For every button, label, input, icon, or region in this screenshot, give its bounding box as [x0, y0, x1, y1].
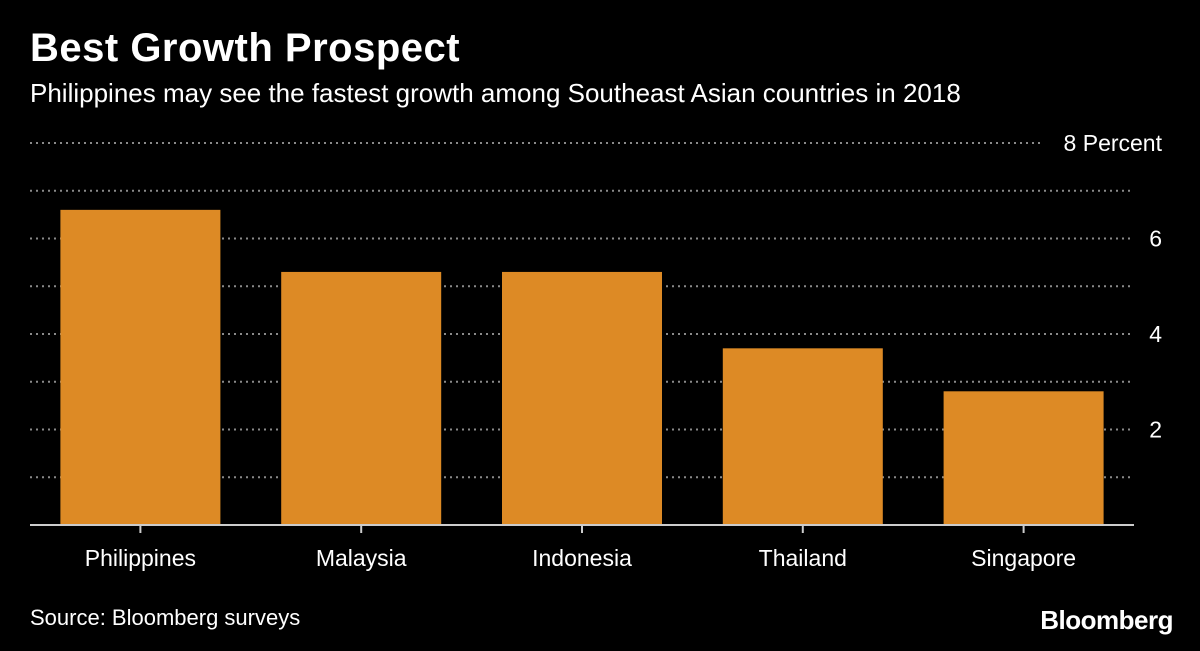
bar-indonesia — [502, 271, 662, 525]
x-tick-label: Malaysia — [316, 545, 407, 571]
y-tick-label: 6 — [1149, 226, 1162, 252]
chart-title: Best Growth Prospect — [30, 26, 461, 70]
y-tick-label: 8 Percent — [1064, 130, 1163, 156]
source-note: Source: Bloomberg surveys — [30, 605, 301, 630]
x-tick-label: Singapore — [971, 545, 1076, 571]
x-axis-tick-labels: Philippines Malaysia Indonesia Thailand Sing… — [85, 545, 1076, 571]
chart-subtitle: Philippines may see the fastest growth a… — [30, 78, 961, 108]
bar-thailand — [722, 348, 883, 525]
x-tick-label: Indonesia — [532, 545, 632, 571]
y-tick-label: 4 — [1149, 321, 1162, 347]
y-tick-label: 2 — [1149, 417, 1162, 443]
bar-malaysia — [281, 271, 442, 525]
x-axis — [30, 524, 1134, 533]
bloomberg-logo: Bloomberg — [1040, 605, 1173, 635]
bars — [60, 209, 1104, 525]
bar-singapore — [943, 391, 1104, 525]
bar-philippines — [60, 209, 221, 525]
x-tick-label: Thailand — [759, 545, 847, 571]
y-axis-tick-labels: 2 4 6 8 Percent — [1064, 130, 1163, 443]
x-tick-label: Philippines — [85, 545, 196, 571]
